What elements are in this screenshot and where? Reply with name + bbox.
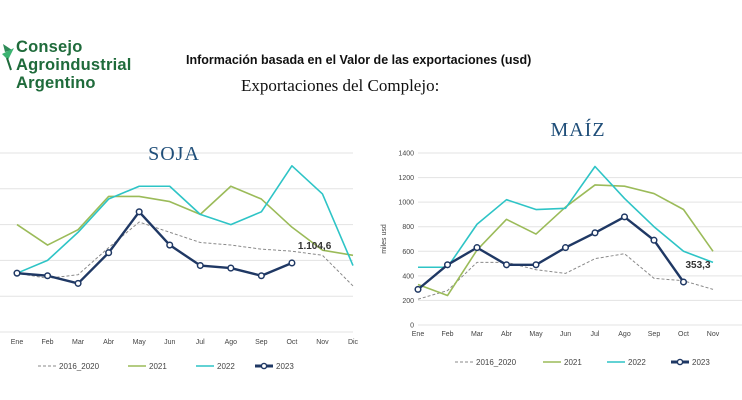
soja-xtick-label: Abr — [103, 339, 115, 346]
soja-series-2023-point — [43, 272, 52, 280]
maiz-series-2023-line — [417, 215, 685, 291]
cai-logo: Consejo Agroindustrial Argentino — [0, 38, 170, 100]
soja-xtick-label: May — [133, 339, 147, 346]
soja-series-2023-point — [74, 279, 82, 287]
maiz-xtick-label: Mar — [471, 331, 484, 338]
maiz-legend-label: 2021 — [564, 358, 582, 367]
soja-xtick-label: Ago — [225, 339, 238, 346]
soja-series-2023-point — [135, 208, 143, 216]
maiz-series-2023-point — [443, 261, 452, 269]
logo-line-2: Agroindustrial — [16, 56, 132, 74]
maiz-series-2023-point — [620, 213, 629, 221]
soja-series-2023-point — [105, 249, 113, 257]
maiz-chart-title: MAÍZ — [550, 118, 605, 141]
soja-series-2023-point — [288, 259, 296, 267]
page-title: Información basada en el Valor de las ex… — [186, 53, 532, 67]
soja-legend-marker — [260, 362, 268, 370]
logo-line-1: Consejo — [16, 38, 83, 56]
maiz-ytick-label: 800 — [402, 224, 414, 231]
soja-xtick-label: Mar — [72, 339, 85, 346]
maiz-xtick-label: Jul — [591, 331, 600, 338]
logo-text: Consejo Agroindustrial Argentino — [16, 38, 132, 92]
maiz-series-2023-point — [591, 229, 599, 237]
maiz-xtick-label: Feb — [441, 331, 453, 338]
maiz-ytick-label: 200 — [402, 298, 414, 305]
maiz-series-2021-line — [417, 184, 714, 297]
maiz-series-2016-2020-line — [417, 253, 714, 300]
maiz-ytick-label: 1400 — [398, 151, 414, 158]
leaf-icon — [2, 44, 14, 71]
soja-series-2021-line — [16, 185, 354, 257]
soja-legend-label: 2021 — [149, 362, 167, 371]
soja-series-2022-line — [16, 164, 354, 274]
maiz-xtick-label: Sep — [648, 331, 661, 338]
soja-legend-label: 2022 — [217, 362, 235, 371]
maiz-legend-label: 2022 — [628, 358, 646, 367]
soja-legend-label: 2016_2020 — [59, 362, 100, 371]
soja-xtick-label: Nov — [316, 339, 329, 346]
soja-value-label: 1.104,6 — [298, 241, 332, 252]
soja-series-2023-point — [257, 272, 265, 280]
maiz-xtick-label: Ago — [618, 331, 631, 338]
maiz-series-2023-point — [650, 236, 658, 244]
maiz-legend-marker — [676, 358, 684, 366]
logo-line-3: Argentino — [16, 74, 96, 92]
maiz-xtick-label: Oct — [678, 331, 689, 338]
soja-series-2023-point — [13, 269, 21, 277]
maiz-series-2023-point — [502, 261, 511, 269]
maiz-series-2023-point — [679, 278, 688, 286]
maiz-xtick-label: Ene — [412, 331, 425, 338]
maiz-value-label: 353,3 — [686, 260, 711, 271]
maiz-ytick-label: 1200 — [398, 175, 414, 182]
soja-xtick-label: Feb — [42, 339, 54, 346]
maiz-ytick-label: 600 — [402, 249, 414, 256]
maiz-ytick-label: 400 — [402, 273, 414, 280]
soja-xtick-label: Dic — [348, 339, 359, 346]
page-subtitle: Exportaciones del Complejo: — [241, 76, 440, 95]
soja-series-2023-point — [196, 261, 204, 270]
soja-legend-label: 2023 — [276, 362, 294, 371]
soja-series-2016-2020-line — [16, 221, 354, 287]
soja-series-2023-line — [16, 210, 293, 285]
maiz-series-2023-point — [532, 261, 540, 269]
soja-xtick-label: Sep — [255, 339, 268, 346]
soja-xtick-label: Jun — [164, 339, 175, 346]
soja-chart-title: SOJA — [148, 143, 200, 165]
maiz-xtick-label: Jun — [560, 331, 571, 338]
soja-series-2023-point — [166, 241, 174, 249]
maiz-xtick-label: Abr — [501, 331, 513, 338]
maiz-xtick-label: May — [529, 331, 543, 338]
maiz-ytick-label: 0 — [410, 323, 414, 330]
maiz-series-2023-point — [473, 244, 481, 252]
maiz-xtick-label: Nov — [707, 331, 720, 338]
maiz-series-2023-point — [414, 285, 422, 293]
soja-xtick-label: Ene — [11, 339, 24, 346]
maiz-series-2022-line — [418, 165, 714, 269]
soja-series-2023-point — [227, 264, 235, 272]
maiz-ytick-label: 1000 — [398, 200, 414, 207]
maiz-legend-label: 2016_2020 — [476, 358, 517, 367]
maiz-legend-label: 2023 — [692, 358, 710, 367]
maiz-ylabel: miles usd — [381, 224, 388, 254]
soja-xtick-label: Oct — [286, 339, 297, 346]
maiz-series-2023-point — [561, 244, 570, 252]
soja-xtick-label: Jul — [196, 339, 205, 346]
